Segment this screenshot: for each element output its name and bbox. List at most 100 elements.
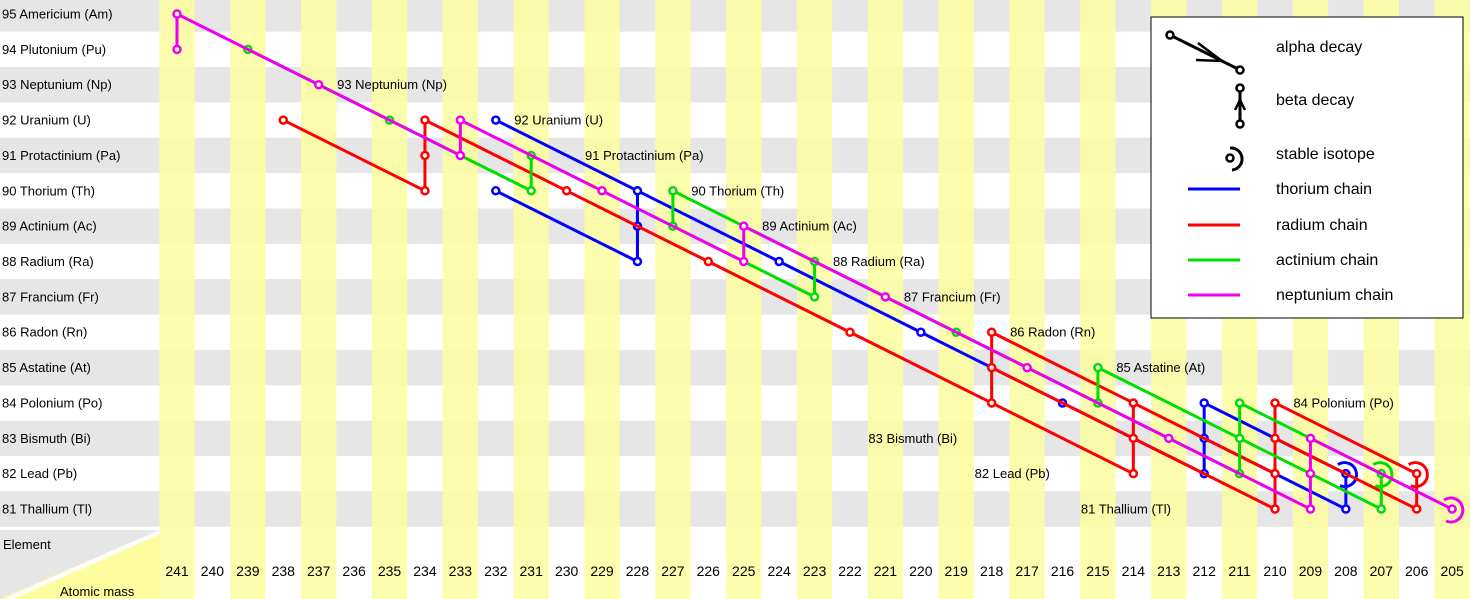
element-label: 88 Radium (Ra) [2,254,94,269]
mass-label: 209 [1299,563,1323,579]
alpha-decay-edge [459,118,603,193]
mass-label: 210 [1263,563,1287,579]
mass-label: 238 [272,563,296,579]
isotope-node [1270,468,1280,479]
element-labels: 95 Americium (Am) 94 Plutonium (Pu) 93 Nep… [2,7,121,517]
alpha-decay-edge [990,366,1135,440]
isotope-node [420,150,430,161]
column-band [300,0,337,599]
isotope-node [526,186,536,196]
mass-label: 241 [165,563,189,579]
alpha-decay-edge [990,330,1135,405]
isotope-node [420,186,430,196]
element-label: 94 Plutonium (Pu) [2,42,106,57]
legend-alpha: alpha decay [1276,39,1362,56]
element-label: 95 Americium (Am) [2,7,113,22]
alpha-decay-edge [565,189,709,263]
mass-label: 215 [1086,563,1110,579]
isotope-node [1164,433,1174,444]
mass-label: 234 [413,563,437,579]
mass-label: 232 [484,563,508,579]
mass-labels: 241 240 239 238 237 236 235 234 233 232 231 230 229 2… [165,563,1464,579]
column-band [159,0,195,599]
mass-label: 206 [1405,563,1429,579]
isotope-node [738,256,749,267]
isotope-node [1270,433,1280,444]
mass-label: 222 [838,563,862,579]
isotope-node [1305,433,1316,444]
column-band [230,0,266,599]
element-label: 83 Bismuth (Bi) [2,431,91,446]
header-yellow-triangle [0,530,160,599]
column-band [655,0,691,599]
mass-label: 214 [1122,563,1146,579]
element-label: 93 Neptunium (Np) [2,77,112,92]
element-label: 92 Uranium (U) [2,113,91,128]
inline-element-labels: 93 Neptunium (Np) 92 Uranium (U) 91 Protac… [337,77,1394,516]
alpha-decay-edge [1168,436,1312,511]
alpha-decay-edge [1097,366,1241,440]
inline-element-label: 91 Protactinium (Pa) [585,148,704,163]
mass-label: 220 [909,563,933,579]
isotope-node [455,115,466,125]
alpha-decay-edge [990,401,1135,476]
isotope-node [1341,504,1351,514]
inline-element-label: 93 Neptunium (Np) [337,77,447,92]
alpha-decay-edge [778,260,922,334]
mass-label: 213 [1157,563,1181,579]
mass-label: 207 [1370,563,1394,579]
column-band [371,0,408,599]
alpha-decay-edge [282,118,426,193]
isotope-node [172,9,182,19]
inline-element-label: 92 Uranium (U) [514,113,603,128]
element-label: 86 Radon (Rn) [2,325,87,340]
isotope-node [1128,468,1139,479]
isotope-node [597,186,607,196]
beta-decay-icon [1233,83,1247,129]
isotope-node [1128,433,1139,444]
isotope-node [455,150,466,161]
isotope-node [986,362,997,373]
isotope-node [632,256,643,267]
axis-header: Element Atomic mass [0,530,161,599]
mass-label: 212 [1193,563,1217,579]
legend-neptunium: neptunium chain [1276,287,1393,304]
isotope-node [1305,504,1316,514]
mass-label: 224 [767,563,791,579]
radium-chain [278,115,1429,514]
alpha-decay-edge [495,118,639,193]
isotope-node [845,327,855,337]
mass-label: 235 [378,563,402,579]
column-band [726,0,762,599]
inline-element-label: 90 Thorium (Th) [691,183,784,198]
mass-label: 240 [201,563,225,579]
mass-label: 208 [1334,563,1358,579]
isotope-node [1199,398,1209,408]
column-band [442,0,479,599]
element-label: 89 Actinium (Ac) [2,219,97,234]
mass-label: 228 [626,563,650,579]
element-label: 81 Thallium (Tl) [2,502,92,517]
mass-label: 230 [555,563,579,579]
stable-isotope-marker [1337,461,1359,489]
inline-element-label: 88 Radium (Ra) [833,254,925,269]
isotope-node [986,398,997,408]
legend-thorium: thorium chain [1276,181,1372,198]
mass-label: 205 [1440,563,1464,579]
alpha-decay-edge [318,83,462,157]
isotope-node [1447,504,1457,514]
mass-label: 211 [1228,563,1251,579]
alpha-decay-edge [743,224,887,299]
isotope-node [916,327,926,337]
header-element: Element [3,537,51,552]
alpha-decay-edge [849,330,993,405]
isotope-node [491,115,501,125]
inline-element-label: 86 Radon (Rn) [1010,325,1095,340]
column-band [1080,0,1116,599]
alpha-decay-edge [1132,436,1276,511]
mass-label: 233 [449,563,473,579]
element-label: 85 Astatine (At) [2,360,91,375]
alpha-decay-edge [1132,401,1276,476]
legend-beta: beta decay [1276,92,1354,109]
